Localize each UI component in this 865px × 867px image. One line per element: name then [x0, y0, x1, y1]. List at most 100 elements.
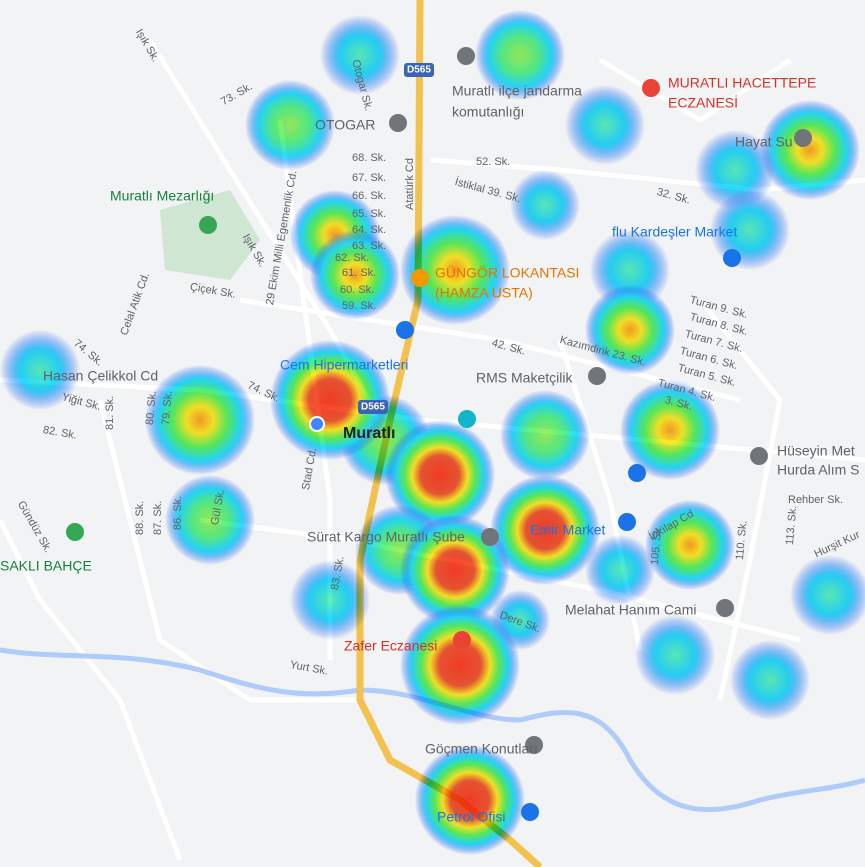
- street-label: 63. Sk.: [352, 240, 386, 252]
- marker: [794, 129, 812, 147]
- street-label: 66. Sk.: [352, 190, 386, 202]
- street-label: 52. Sk.: [476, 156, 510, 168]
- marker: [588, 367, 606, 385]
- marker: [750, 447, 768, 465]
- place-label: Hayat Su: [735, 134, 793, 150]
- markers: [66, 47, 812, 821]
- road-shield-label: D565: [361, 402, 385, 413]
- place-label: Muratlı ilçe jandarma: [452, 83, 582, 99]
- marker: [453, 631, 471, 649]
- marker: [618, 513, 636, 531]
- street-label: 79. Sk.: [160, 390, 175, 425]
- heat-blob: [695, 130, 775, 210]
- heat-blob: [400, 515, 510, 625]
- heat-blob: [400, 605, 520, 725]
- heat-blob: [585, 285, 675, 375]
- marker: [389, 114, 407, 132]
- street-label: Atatürk Cd: [404, 158, 416, 210]
- place-label: Melahat Hanım Cami: [565, 602, 697, 618]
- marker: [525, 736, 543, 754]
- street-label: 67. Sk.: [352, 172, 386, 184]
- location-dot: [309, 416, 325, 432]
- river: [0, 647, 865, 813]
- place-label: Muratlı Mezarlığı: [110, 188, 214, 204]
- heat-blob: [245, 80, 335, 170]
- heat-blob: [585, 535, 655, 605]
- place-label: SAKLI BAHÇE: [0, 558, 92, 574]
- place-label: Muratlı: [343, 425, 395, 442]
- heat-blob: [385, 420, 495, 530]
- heat-blob: [270, 340, 390, 460]
- marker: [458, 410, 476, 428]
- street-label: 68. Sk.: [352, 152, 386, 164]
- street-label: 64. Sk.: [352, 224, 386, 236]
- street-label: 59. Sk.: [342, 300, 376, 312]
- place-label: Petrol Ofisi: [437, 809, 505, 825]
- place-label: flu Kardeşler Market: [612, 224, 737, 240]
- heat-blob: [790, 555, 865, 635]
- heat-blob: [415, 745, 525, 855]
- place-label: Emir Market: [530, 522, 606, 538]
- street-label: 88. Sk.: [134, 501, 146, 535]
- heat-blob: [760, 100, 860, 200]
- marker: [396, 321, 414, 339]
- street-label: 110. Sk.: [734, 520, 749, 560]
- road-shield-label: D565: [407, 65, 431, 76]
- place-label: Hasan Çelikkol Cd: [43, 368, 158, 384]
- heat-blob: [645, 500, 735, 590]
- heat-blob: [310, 230, 400, 320]
- heat-blob: [635, 615, 715, 695]
- place-label: ECZANESİ: [668, 94, 738, 111]
- marker: [642, 79, 660, 97]
- place-label: (HAMZA USTA): [435, 285, 533, 301]
- marker: [521, 803, 539, 821]
- place-label: Hüseyin Met: [777, 443, 855, 459]
- place-label: komutanlığı: [452, 104, 524, 120]
- heat-blob: [565, 85, 645, 165]
- street-label: 80. Sk.: [144, 390, 159, 425]
- heat-blob: [475, 10, 565, 100]
- street-label: 82. Sk.: [42, 424, 78, 442]
- place-label: Hurda Alım S: [777, 462, 859, 478]
- street-label: 113. Sk.: [784, 505, 799, 545]
- street-label: 105. Sk.: [649, 524, 664, 565]
- marker: [723, 249, 741, 267]
- heat-blob: [320, 15, 400, 95]
- marker: [628, 464, 646, 482]
- marker: [457, 47, 475, 65]
- place-label: MURATLI HACETTEPE: [668, 75, 816, 91]
- heat-blob: [510, 170, 580, 240]
- street-label: 61. Sk.: [342, 267, 376, 279]
- heatmap: [0, 10, 865, 855]
- place-label: Göçmen Konutları: [425, 741, 538, 757]
- place-label: Cem Hipermarketleri: [280, 357, 408, 373]
- road-shield: [404, 63, 434, 77]
- marker: [199, 216, 217, 234]
- place-label: OTOGAR: [315, 117, 375, 133]
- heat-blob: [165, 475, 255, 565]
- road-shield: [358, 400, 388, 414]
- heat-blob: [145, 365, 255, 475]
- street-label: 62. Sk.: [335, 252, 369, 264]
- street-label: Rehber Sk.: [788, 494, 843, 506]
- street-label: 86. Sk.: [172, 496, 184, 530]
- heat-blob: [400, 215, 510, 325]
- street-label: 81. Sk.: [104, 396, 116, 430]
- place-label: Sürat Kargo Muratlı Şube: [307, 529, 465, 545]
- marker: [411, 269, 429, 287]
- street-label: 60. Sk.: [340, 284, 374, 296]
- heat-blob: [730, 640, 810, 720]
- street-label: 87. Sk.: [152, 501, 164, 535]
- heat-blob: [0, 330, 80, 410]
- heat-blob: [500, 390, 590, 480]
- heat-blob: [620, 380, 720, 480]
- heat-blob: [490, 475, 600, 585]
- heat-blob: [290, 560, 370, 640]
- marker: [66, 523, 84, 541]
- cemetery-area: [160, 190, 260, 280]
- place-label: GÜNGÖR LOKANTASI: [435, 264, 579, 281]
- place-label: RMS Maketçilik: [476, 370, 573, 386]
- marker: [716, 599, 734, 617]
- marker: [481, 528, 499, 546]
